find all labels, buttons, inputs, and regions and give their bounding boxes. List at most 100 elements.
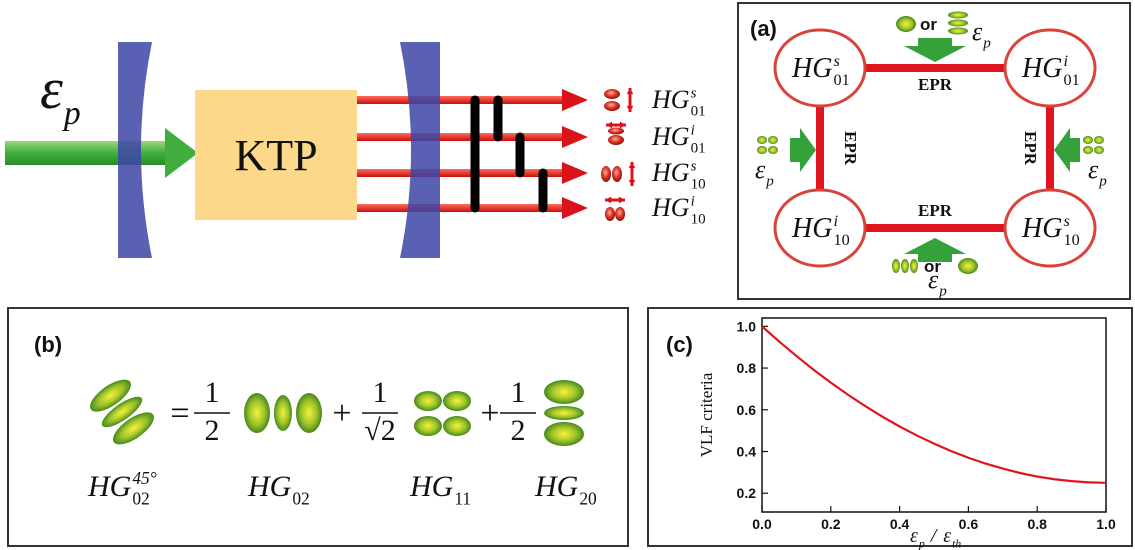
math-sup: i <box>1063 52 1068 70</box>
mode-lobe <box>605 207 615 221</box>
math-base: HG <box>791 213 832 244</box>
output-arrowhead <box>562 126 588 148</box>
x-tick-label: 0.0 <box>752 516 772 532</box>
mode-lobe <box>757 146 767 154</box>
page: KTPεpHGs01HGi01HGs10HGi10(a)HGs01HGi01HG… <box>0 0 1135 550</box>
math-sup: s <box>1063 212 1069 230</box>
mode-lobe <box>892 259 900 273</box>
math-sub: 01 <box>691 140 706 156</box>
math-sub: 10 <box>833 231 849 249</box>
pol-arrowhead <box>627 88 634 94</box>
pump-arrow <box>904 38 966 62</box>
mode-lobe <box>1094 146 1104 154</box>
figure: KTPεpHGs01HGi01HGs10HGi10(a)HGs01HGi01HG… <box>0 0 1135 550</box>
mode-lobe <box>244 393 270 433</box>
output-arrowhead <box>562 197 588 219</box>
edge-label: EPR <box>918 201 953 220</box>
y-tick-label: 0.8 <box>737 360 757 376</box>
panel-label: (a) <box>750 16 777 41</box>
math-label: εp <box>972 17 991 51</box>
pump-arrow <box>1054 128 1080 172</box>
math-base: HG <box>247 470 292 503</box>
panel-label: (b) <box>34 332 62 357</box>
math-base: HG <box>1021 53 1062 84</box>
edge-label: EPR <box>1021 131 1040 166</box>
data-line <box>762 326 1106 482</box>
mode-lobe <box>612 166 622 182</box>
x-tick-label: 0.2 <box>821 516 841 532</box>
mode-lobe <box>443 391 471 411</box>
math-sup: i <box>833 212 838 230</box>
math-sub: 10 <box>691 211 706 227</box>
mode-lobe <box>608 128 624 135</box>
mode-lobe <box>414 416 442 436</box>
mode-lobe <box>615 207 625 221</box>
mode-lobe <box>443 416 471 436</box>
math-label: HGs10 <box>651 158 706 192</box>
plot-frame <box>762 318 1106 512</box>
mode-lobe <box>604 89 620 99</box>
math-sub: p <box>62 95 81 132</box>
y-axis-label: VLF criteria <box>697 372 716 457</box>
mode-lobe <box>948 20 968 27</box>
mode-lobe <box>296 393 322 433</box>
x-tick-label: 0.4 <box>890 516 910 532</box>
math-base: ε <box>40 56 63 121</box>
mode-lobe <box>768 146 778 154</box>
pump-beam <box>5 141 170 165</box>
mode-lobe <box>757 136 767 144</box>
mode-lobe <box>896 16 916 32</box>
math-base: HG <box>534 470 579 503</box>
math-label: εp <box>755 155 774 189</box>
math-sup: s <box>833 52 839 70</box>
edge-label: EPR <box>841 131 860 166</box>
mode-lobe <box>1083 136 1093 144</box>
math-sub: 01 <box>1063 71 1079 89</box>
output-beam <box>357 96 567 104</box>
math-base: ε <box>1088 155 1099 184</box>
math-sup: i <box>691 194 695 210</box>
mode-lobe <box>544 380 584 404</box>
math-base: ε <box>972 17 983 46</box>
output-mirror <box>400 42 440 258</box>
math-base: HG <box>409 470 454 503</box>
math-base: HG <box>87 470 132 503</box>
y-tick-label: 0.2 <box>737 485 757 501</box>
math-label: HGs01 <box>651 85 706 119</box>
mode-lobe <box>544 422 584 446</box>
mode-lobe <box>1094 136 1104 144</box>
math-base: ε <box>910 525 918 547</box>
output-beam <box>357 204 567 212</box>
pol-arrowhead <box>629 180 636 186</box>
y-tick-label: 0.4 <box>737 444 757 460</box>
math-base: HG <box>651 193 690 222</box>
pol-arrowhead <box>627 106 634 112</box>
equation-sign: + <box>332 395 351 432</box>
pol-arrowhead <box>606 122 612 129</box>
pump-arrowhead <box>165 128 198 178</box>
math-base: ε <box>755 155 766 184</box>
x-tick-label: 1.0 <box>1096 516 1116 532</box>
panel-label: (c) <box>666 332 693 357</box>
fraction-denominator: 2 <box>511 414 526 447</box>
epr-link <box>866 224 1004 232</box>
fraction-numerator: 1 <box>511 376 526 409</box>
mode-lobe <box>414 391 442 411</box>
math-sub: p <box>938 283 947 299</box>
equation-sign: + <box>480 395 499 432</box>
fraction-denominator: √2 <box>364 414 395 447</box>
pol-arrowhead <box>605 197 611 204</box>
math-base: HG <box>651 158 690 187</box>
pump-arrow <box>790 128 816 172</box>
mode-lobe <box>601 166 611 182</box>
math-sub: 01 <box>833 71 849 89</box>
mode-lobe <box>544 406 584 420</box>
math-sup: i <box>691 123 695 139</box>
x-tick-label: 0.6 <box>959 516 979 532</box>
